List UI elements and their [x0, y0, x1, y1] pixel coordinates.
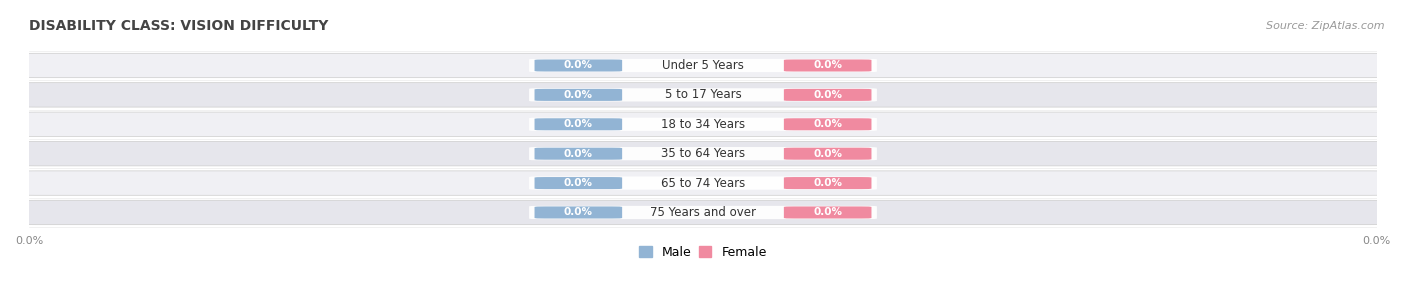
Text: DISABILITY CLASS: VISION DIFFICULTY: DISABILITY CLASS: VISION DIFFICULTY — [30, 19, 329, 33]
FancyBboxPatch shape — [529, 147, 877, 160]
Text: 0.0%: 0.0% — [564, 149, 593, 159]
Text: 0.0%: 0.0% — [813, 178, 842, 188]
Text: 0.0%: 0.0% — [813, 61, 842, 70]
FancyBboxPatch shape — [529, 177, 877, 190]
Text: 0.0%: 0.0% — [564, 207, 593, 218]
FancyBboxPatch shape — [785, 118, 872, 130]
FancyBboxPatch shape — [20, 53, 1386, 78]
Text: 35 to 64 Years: 35 to 64 Years — [661, 147, 745, 160]
FancyBboxPatch shape — [785, 148, 872, 160]
Text: 18 to 34 Years: 18 to 34 Years — [661, 118, 745, 131]
Text: 65 to 74 Years: 65 to 74 Years — [661, 177, 745, 190]
FancyBboxPatch shape — [20, 141, 1386, 166]
FancyBboxPatch shape — [534, 177, 621, 189]
Text: 0.0%: 0.0% — [813, 149, 842, 159]
FancyBboxPatch shape — [20, 83, 1386, 107]
FancyBboxPatch shape — [785, 59, 872, 72]
FancyBboxPatch shape — [534, 118, 621, 130]
Text: 0.0%: 0.0% — [813, 90, 842, 100]
Text: 75 Years and over: 75 Years and over — [650, 206, 756, 219]
Text: Under 5 Years: Under 5 Years — [662, 59, 744, 72]
FancyBboxPatch shape — [534, 59, 621, 72]
FancyBboxPatch shape — [529, 206, 877, 219]
Text: Source: ZipAtlas.com: Source: ZipAtlas.com — [1267, 21, 1385, 32]
FancyBboxPatch shape — [529, 88, 877, 102]
Text: 0.0%: 0.0% — [813, 119, 842, 129]
Legend: Male, Female: Male, Female — [634, 241, 772, 264]
FancyBboxPatch shape — [20, 171, 1386, 195]
FancyBboxPatch shape — [20, 112, 1386, 136]
FancyBboxPatch shape — [529, 59, 877, 72]
FancyBboxPatch shape — [20, 200, 1386, 225]
Text: 0.0%: 0.0% — [564, 61, 593, 70]
FancyBboxPatch shape — [534, 89, 621, 101]
Text: 0.0%: 0.0% — [564, 90, 593, 100]
Text: 0.0%: 0.0% — [564, 119, 593, 129]
FancyBboxPatch shape — [529, 118, 877, 131]
FancyBboxPatch shape — [534, 148, 621, 160]
FancyBboxPatch shape — [534, 207, 621, 218]
Text: 5 to 17 Years: 5 to 17 Years — [665, 88, 741, 101]
FancyBboxPatch shape — [785, 177, 872, 189]
Text: 0.0%: 0.0% — [564, 178, 593, 188]
Text: 0.0%: 0.0% — [813, 207, 842, 218]
FancyBboxPatch shape — [785, 89, 872, 101]
FancyBboxPatch shape — [785, 207, 872, 218]
